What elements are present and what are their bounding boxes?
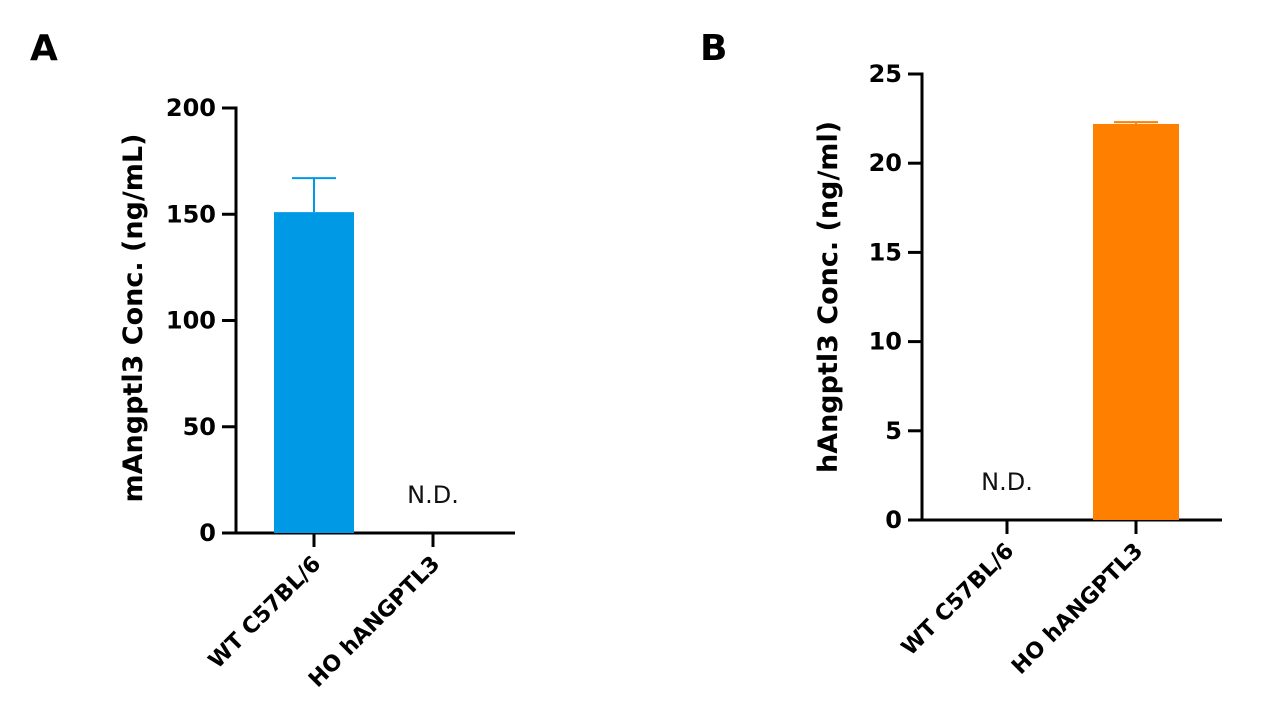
panel-b-y-tick-label: 5 — [885, 417, 902, 445]
panel-a-y-tick-label: 200 — [166, 94, 216, 122]
panel-a: A mAngptl3 Conc. (ng/mL) 0 50 100 150 200 WT … — [30, 28, 515, 693]
panel-a-y-tick-label: 100 — [166, 307, 216, 335]
panel-b-y-axis-title: hAngptl3 Conc. (ng/ml) — [813, 121, 844, 473]
panel-a-y-tick-label: 150 — [166, 200, 216, 228]
panel-b-y-tick-label: 20 — [869, 149, 902, 177]
panel-a-category-label: HO hANGPTL3 — [304, 552, 445, 693]
panel-a-label: A — [30, 28, 58, 69]
panel-a-y-tick-label: 0 — [199, 519, 216, 547]
panel-b-category-label: HO hANGPTL3 — [1007, 539, 1148, 680]
panel-a-annotation: N.D. — [407, 481, 459, 509]
panel-b-category-label: WT C57BL/6 — [897, 539, 1019, 661]
panel-b-y-tick-label: 10 — [869, 328, 902, 356]
panel-b: B hAngptl3 Conc. (ng/ml) 0 5 10 15 20 25 N.D. W… — [700, 28, 1222, 680]
panel-a-category-label: WT C57BL/6 — [204, 552, 326, 674]
panel-b-bar — [1093, 123, 1179, 521]
panel-b-y-tick-label: 0 — [885, 506, 902, 534]
panel-a-y-axis-title: mAngptl3 Conc. (ng/mL) — [118, 134, 149, 503]
panel-a-y-tick-label: 50 — [183, 413, 216, 441]
panel-b-label: B — [700, 28, 727, 69]
panel-b-y-tick-label: 15 — [869, 238, 902, 266]
panel-a-bar — [274, 212, 354, 533]
panel-b-annotation: N.D. — [981, 468, 1033, 496]
panel-b-y-tick-label: 25 — [869, 60, 902, 88]
